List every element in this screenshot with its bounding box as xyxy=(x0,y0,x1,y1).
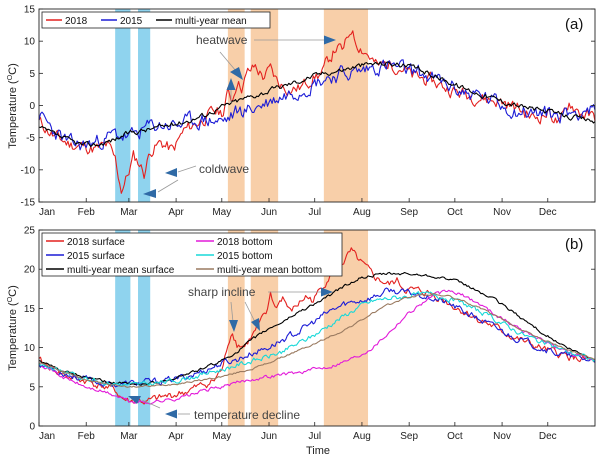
coldwave-arrow-left xyxy=(165,168,177,177)
x-tick-label-feb: Feb xyxy=(78,431,96,442)
legend-2018-surface: 2018 surface xyxy=(67,237,125,248)
series-multi-year-mean xyxy=(38,61,596,148)
x-tick-label-dec: Dec xyxy=(539,431,557,442)
heatwave-band-3 xyxy=(227,9,245,202)
heatwave-arrow-up xyxy=(226,78,236,90)
legend-2015: 2015 xyxy=(120,16,143,27)
sharp-incline-label: sharp incline xyxy=(188,285,256,299)
panel-a-series xyxy=(38,30,596,194)
x-axis-title: Time xyxy=(306,445,330,457)
x-tick-label-jul: Jul xyxy=(308,431,321,442)
y-tick-label: -5 xyxy=(26,133,35,144)
legend-2018: 2018 xyxy=(65,16,88,27)
temperature-decline-arrow-left xyxy=(165,409,177,419)
coldwave-leader xyxy=(177,165,197,173)
x-tick-label-feb: Feb xyxy=(78,207,96,218)
legend-2015-surface: 2015 surface xyxy=(67,251,125,262)
panel-a-ticks: -15 -10 -5 0 5 10 15 Jan Feb Mar Apr May Jun Jul Aug Se… xyxy=(21,5,595,218)
legend-multi-year-mean-bottom: multi-year mean bottom xyxy=(217,265,322,276)
x-tick-label-jun: Jun xyxy=(261,207,277,218)
coldwave-label: coldwave xyxy=(199,162,249,176)
x-tick-label-jun: Jun xyxy=(261,431,277,442)
heatwave-arrow-right xyxy=(324,35,336,45)
panel-a-legend: 2018 2015 multi-year mean xyxy=(41,11,271,29)
heatwave-label: heatwave xyxy=(196,33,248,47)
coldwave-band-1 xyxy=(115,9,131,202)
panel-b-legend: 2018 surface 2015 surface multi-year mea… xyxy=(41,232,343,277)
x-tick-label-jul: Jul xyxy=(308,207,321,218)
x-tick-label-aug: Aug xyxy=(353,207,371,218)
x-tick-label-nov: Nov xyxy=(493,207,511,218)
x-tick-label-may: May xyxy=(212,431,231,442)
x-tick-label-oct: Oct xyxy=(447,431,463,442)
sharp-incline-leader-down-2 xyxy=(244,301,256,323)
x-tick-label-aug: Aug xyxy=(353,431,371,442)
y-tick-label: 15 xyxy=(24,304,36,315)
y-tick-label: 0 xyxy=(29,422,35,433)
x-tick-label-may: May xyxy=(212,207,231,218)
legend-multi-year-mean-surface: multi-year mean surface xyxy=(67,265,175,276)
x-tick-label-jan: Jan xyxy=(39,431,55,442)
series-2015-surface xyxy=(38,287,596,388)
x-tick-label-mar: Mar xyxy=(120,431,138,442)
y-tick-label: -10 xyxy=(21,165,36,176)
y-tick-label: 5 xyxy=(29,69,35,80)
coldwave-band-2 xyxy=(138,230,151,426)
coldwave-band-2 xyxy=(138,9,151,202)
sharp-incline-arrow-right xyxy=(321,287,333,297)
series-2015 xyxy=(38,59,596,151)
x-tick-label-apr: Apr xyxy=(168,431,184,442)
panel-a-label: (a) xyxy=(565,16,583,33)
series-2018 xyxy=(38,30,596,194)
sharp-incline-leader-down xyxy=(230,301,234,323)
y-tick-label: 15 xyxy=(24,5,36,16)
heatwave-leader-down xyxy=(219,51,237,72)
legend-2015-bottom: 2015 bottom xyxy=(217,251,273,262)
panel-b-ticks: 0 5 10 15 20 25 Jan Feb Mar Apr May Jun Jul Aug Sep Oct… xyxy=(24,226,595,442)
x-tick-label-sep: Sep xyxy=(400,431,418,442)
y-tick-label: 20 xyxy=(24,265,36,276)
series-multi-year-mean-surface xyxy=(38,271,596,386)
panel-a-shaded-periods xyxy=(115,9,369,202)
panel-a-annotations: heatwave coldwave xyxy=(143,33,336,198)
panel-a-y-axis-title: Temperature (OC) xyxy=(7,63,19,149)
sharp-incline-arrow-down xyxy=(229,320,238,332)
series-2015-bottom xyxy=(38,291,596,387)
heatwave-band-3 xyxy=(227,230,245,426)
y-tick-label: -15 xyxy=(21,198,36,209)
panel-b-label: (b) xyxy=(565,236,583,253)
y-tick-label: 0 xyxy=(29,101,35,112)
y-tick-label: 5 xyxy=(29,382,35,393)
y-tick-label: 10 xyxy=(24,37,36,48)
heatwave-arrow-down xyxy=(230,67,243,80)
temperature-decline-label: temperature decline xyxy=(194,408,300,422)
x-tick-label-oct: Oct xyxy=(447,207,463,218)
x-tick-label-apr: Apr xyxy=(168,207,184,218)
panel-b-frame xyxy=(38,229,596,427)
x-tick-label-dec: Dec xyxy=(539,207,557,218)
panel-b: 0 5 10 15 20 25 Jan Feb Mar Apr May Jun Jul Aug Sep Oct… xyxy=(7,226,596,457)
coldwave-band-1 xyxy=(115,230,131,426)
x-tick-label-mar: Mar xyxy=(120,207,138,218)
series-multi-year-mean-bottom xyxy=(38,293,596,388)
coldwave-leader-low xyxy=(157,179,179,193)
x-tick-label-nov: Nov xyxy=(493,431,511,442)
sharp-incline-arrow-down-2 xyxy=(251,318,260,331)
panel-b-y-axis-title: Temperature (OC) xyxy=(7,285,19,371)
panel-b-legend-box xyxy=(41,232,343,277)
panel-b-annotations: sharp incline temperature decline xyxy=(128,285,333,422)
temperature-decline-leader-2 xyxy=(141,399,161,409)
y-tick-label: 10 xyxy=(24,343,36,354)
coldwave-arrow-low xyxy=(143,189,156,198)
temperature-decline-arrow-up xyxy=(128,396,141,404)
y-tick-label: 25 xyxy=(24,226,36,237)
x-tick-label-jan: Jan xyxy=(39,207,55,218)
legend-2018-bottom: 2018 bottom xyxy=(217,237,273,248)
panel-a: -15 -10 -5 0 5 10 15 Jan Feb Mar Apr May Jun Jul Aug Se… xyxy=(7,5,596,218)
legend-multi-year-mean: multi-year mean xyxy=(175,16,247,27)
x-tick-label-sep: Sep xyxy=(400,207,418,218)
